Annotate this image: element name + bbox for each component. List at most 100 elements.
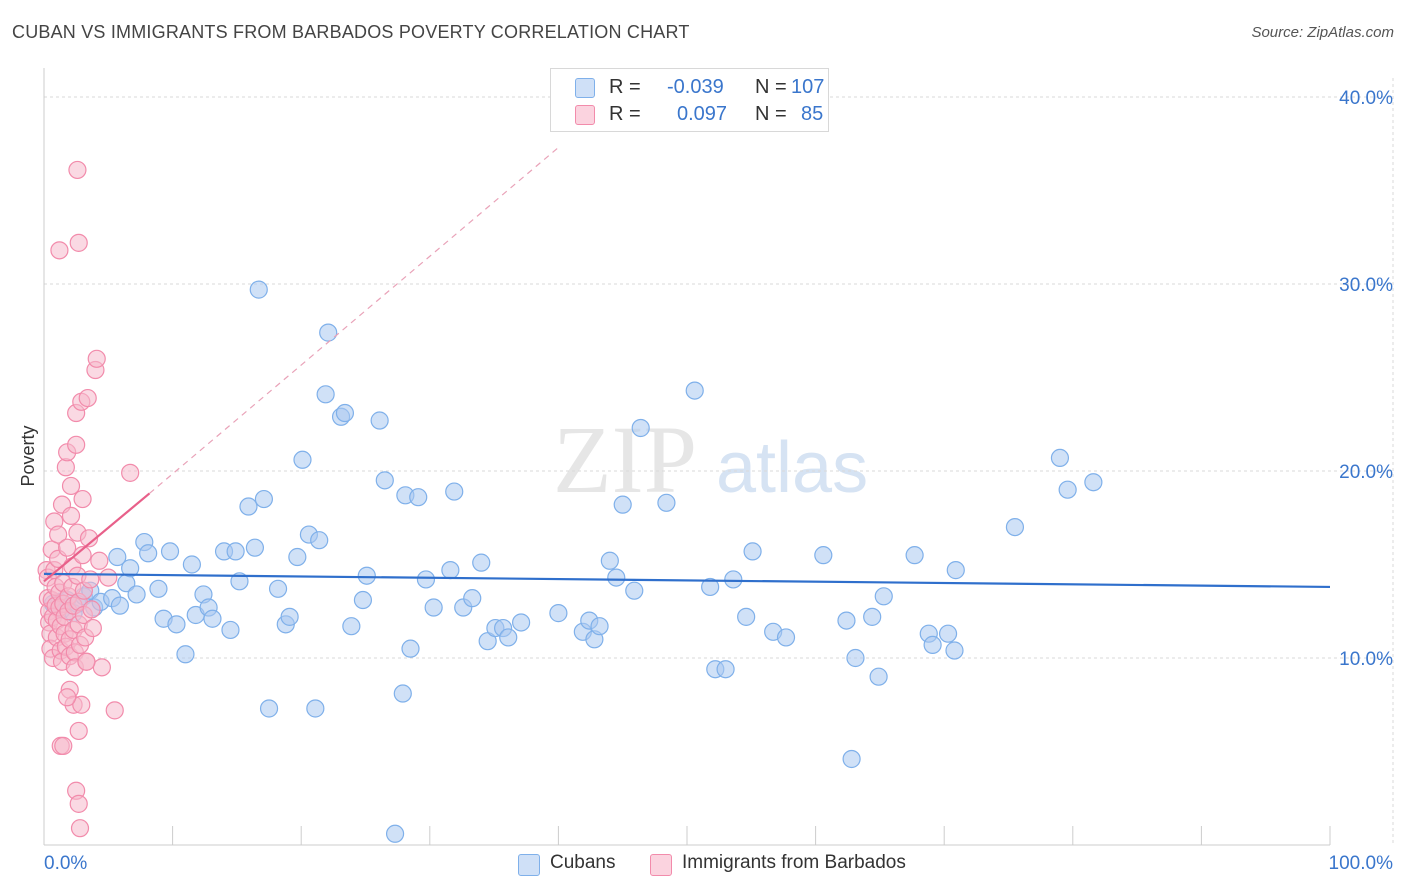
data-point (874, 587, 893, 606)
data-point (549, 604, 568, 623)
data-point (61, 476, 81, 496)
data-point (613, 495, 632, 514)
data-point (259, 699, 279, 718)
data-point (905, 546, 924, 565)
data-point (370, 411, 389, 430)
data-point (182, 555, 201, 574)
data-point (92, 658, 111, 677)
trend-line-extension (149, 147, 559, 494)
data-point (590, 617, 609, 636)
data-point (245, 538, 265, 557)
data-point (724, 570, 743, 589)
data-point (268, 579, 288, 598)
data-point (49, 525, 68, 544)
data-point (393, 684, 412, 703)
data-point (110, 596, 129, 615)
data-point (70, 819, 90, 838)
data-point (1084, 473, 1103, 492)
data-point (121, 559, 140, 578)
data-point (69, 233, 88, 252)
legend-r-value: 0.097 (677, 103, 728, 125)
data-point (79, 529, 99, 548)
data-point (69, 794, 88, 813)
data-point (1058, 480, 1077, 499)
legend-label-barbados: Immigrants from Barbados (682, 852, 906, 873)
data-point (375, 471, 394, 490)
legend-n-label: N = (755, 103, 787, 125)
legend-n-value: 85 (801, 103, 824, 125)
chart-title: CUBAN VS IMMIGRANTS FROM BARBADOS POVERT… (12, 22, 690, 42)
y-axis-label: Poverty (18, 425, 38, 486)
legend-swatch-cubans (518, 854, 540, 876)
data-point (108, 547, 127, 567)
data-point (424, 598, 443, 617)
data-point (67, 435, 86, 454)
data-point (160, 542, 180, 561)
data-point (61, 506, 81, 525)
data-point (280, 607, 299, 626)
data-point (82, 600, 101, 619)
data-point (743, 542, 762, 561)
data-point (353, 590, 373, 610)
data-point (77, 652, 96, 671)
legend-n-value: 107 (791, 76, 825, 98)
data-point (842, 749, 861, 769)
legend-r-value: -0.039 (667, 76, 724, 98)
data-point (167, 615, 186, 634)
data-point (203, 609, 222, 628)
watermark-zip: ZIP (553, 406, 697, 513)
legend-swatch-barbados (650, 854, 672, 876)
data-point (357, 566, 376, 585)
data-point (512, 613, 531, 632)
data-point (463, 589, 482, 608)
data-point (441, 561, 460, 580)
legend-r-label: R = (609, 103, 641, 125)
data-point (121, 463, 140, 482)
legend-n-label: N = (755, 76, 787, 98)
data-point (607, 568, 626, 587)
data-point (87, 349, 106, 368)
data-point (254, 489, 274, 509)
data-point (701, 577, 720, 597)
data-point (73, 489, 92, 509)
data-point (716, 660, 735, 679)
data-point (230, 572, 249, 591)
data-point (814, 546, 833, 565)
data-point (68, 160, 87, 180)
x-tick-label: 100.0% (1329, 853, 1394, 874)
data-point (445, 482, 464, 501)
data-point (249, 280, 268, 299)
data-point (83, 618, 102, 638)
data-point (319, 323, 338, 342)
data-point (316, 385, 335, 404)
data-point (625, 581, 644, 600)
legend-r-label: R = (609, 76, 641, 98)
trend-line (43, 572, 1331, 589)
data-point (139, 544, 158, 563)
x-tick-label: 0.0% (44, 853, 87, 874)
data-point (938, 624, 958, 643)
data-point (56, 458, 75, 477)
data-point (472, 553, 491, 572)
data-point (226, 542, 245, 561)
data-point (342, 617, 361, 636)
data-point (600, 551, 619, 570)
data-point (221, 620, 240, 640)
data-point (58, 688, 77, 707)
data-point (846, 648, 865, 668)
data-point (335, 403, 355, 423)
data-point (99, 568, 118, 587)
data-point (149, 579, 168, 598)
data-point (90, 551, 109, 570)
data-point (499, 628, 518, 647)
y-tick-label: 40.0% (1339, 88, 1393, 109)
data-point (72, 695, 91, 714)
data-point (69, 721, 88, 741)
data-point (105, 701, 124, 720)
y-tick-label: 20.0% (1339, 462, 1393, 483)
data-point (685, 381, 704, 400)
data-point (946, 561, 965, 580)
data-point (631, 418, 650, 438)
data-point (176, 645, 195, 664)
